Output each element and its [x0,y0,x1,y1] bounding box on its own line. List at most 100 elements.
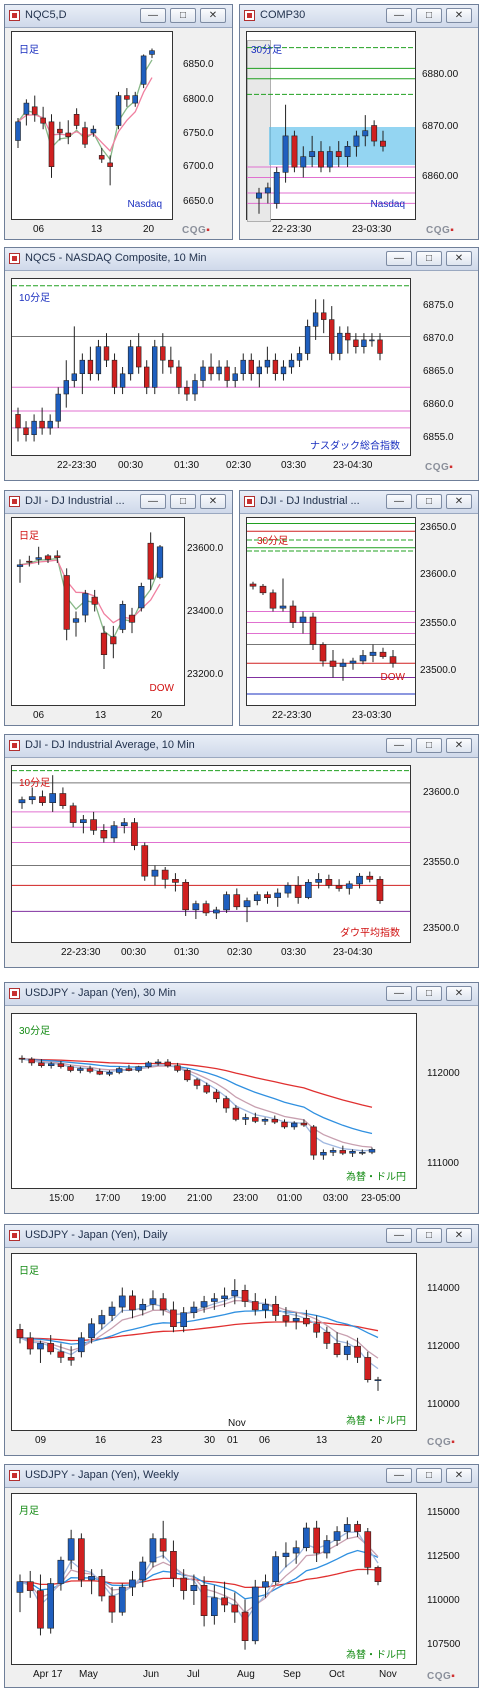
close-button[interactable]: ✕ [446,986,472,1001]
y-tick-label: 6875.0 [423,300,454,311]
candle-body [86,1068,94,1072]
candle-body [82,127,88,145]
minimize-button[interactable]: — [386,494,412,509]
candle-body [231,1604,239,1613]
window-usdjpy-daily[interactable]: USDJPY - Japan (Yen), Daily — □ ✕ 日足 為替・… [4,1224,479,1456]
chart-plot[interactable]: 30分足 Nasdaq [246,31,416,222]
candle-body [374,1379,382,1381]
maximize-button[interactable]: □ [416,986,442,1001]
minimize-button[interactable]: — [140,8,166,23]
close-button[interactable]: ✕ [446,738,472,753]
window-nq-daily[interactable]: NQC5,D — □ ✕ 日足 Nasdaq 6850.0 6800.0 675… [4,4,233,240]
instrument-label: ナスダック総合指数 [310,441,400,452]
x-tick-label: 23-04:30 [333,460,373,471]
candle-body [339,662,347,667]
chart-plot[interactable]: 10分足 ダウ平均指数 [11,765,411,943]
cqg-logo: CQG▪ [182,225,211,236]
candle-body [349,660,357,664]
title-bar[interactable]: USDJPY - Japan (Yen), 30 Min — □ ✕ [5,983,478,1006]
minimize-button[interactable]: — [386,1228,412,1243]
candle-body [312,312,319,327]
candle-body [156,546,164,578]
close-button[interactable]: ✕ [446,251,472,266]
minimize-button[interactable]: — [386,738,412,753]
close-button[interactable]: ✕ [446,1468,472,1483]
title-bar[interactable]: DJI - DJ Industrial ... — □ ✕ [5,491,232,514]
window-usdjpy-30min[interactable]: USDJPY - Japan (Yen), 30 Min — □ ✕ 30分足 … [4,982,479,1214]
window-nq-10min[interactable]: NQC5 - NASDAQ Composite, 10 Min — □ ✕ 10… [4,247,479,481]
y-tick-label: 23550.0 [420,618,457,629]
maximize-button[interactable]: □ [416,738,442,753]
minimize-button[interactable]: — [140,494,166,509]
chart-window-icon [9,496,20,507]
title-bar[interactable]: DJI - DJ Industrial ... — □ ✕ [240,491,478,514]
x-tick-label: Sep [283,1669,301,1680]
window-comp30[interactable]: COMP30 — □ ✕ 30分足 Nasdaq 6880.00 6870.00… [239,4,479,240]
y-axis: 6875.0 6870.0 6865.0 6860.0 6855.0 [415,278,477,456]
window-dji-30min[interactable]: DJI - DJ Industrial ... — □ ✕ 30分足 DOW 2… [239,490,479,726]
y-tick-label: 6750.0 [183,128,214,139]
maximize-button[interactable]: □ [416,8,442,23]
candle-body [289,605,297,623]
chart-plot[interactable]: 10分足 ナスダック総合指数 [11,278,411,456]
y-tick-label: 112500 [427,1551,460,1562]
maximize-button[interactable]: □ [170,494,196,509]
candle-body [192,380,198,395]
candle-body [57,1559,65,1584]
close-button[interactable]: ✕ [446,1228,472,1243]
close-button[interactable]: ✕ [446,8,472,23]
y-tick-label: 112000 [427,1068,460,1079]
candle-body [154,1061,162,1064]
window-dji-daily[interactable]: DJI - DJ Industrial ... — □ ✕ 日足 DOW 236… [4,490,233,726]
maximize-button[interactable]: □ [416,251,442,266]
candle-body [138,586,145,609]
y-tick-label: 23500.0 [423,923,460,934]
title-bar[interactable]: USDJPY - Japan (Yen), Daily — □ ✕ [5,1225,478,1248]
candle-body [232,373,238,381]
x-tick-label: 22-23:30 [57,460,97,471]
minimize-button[interactable]: — [386,8,412,23]
chart-plot[interactable]: 30分足 DOW [246,517,416,706]
maximize-button[interactable]: □ [416,494,442,509]
minimize-button[interactable]: — [386,251,412,266]
title-bar[interactable]: NQC5 - NASDAQ Composite, 10 Min — □ ✕ [5,248,478,271]
chart-plot[interactable]: 日足 DOW [11,517,185,706]
candle-body [107,162,113,167]
close-button[interactable]: ✕ [200,494,226,509]
chart-plot[interactable]: 30分足 為替・ドル円 [11,1013,417,1189]
candle-body [65,132,72,138]
title-bar[interactable]: USDJPY - Japan (Yen), Weekly — □ ✕ [5,1465,478,1488]
minimize-button[interactable]: — [386,1468,412,1483]
title-bar[interactable]: COMP30 — □ ✕ [240,5,478,28]
y-tick-label: 6800.0 [183,94,214,105]
window-usdjpy-weekly[interactable]: USDJPY - Japan (Yen), Weekly — □ ✕ 月足 為替… [4,1464,479,1688]
minimize-button[interactable]: — [386,986,412,1001]
x-tick-label: 03:30 [281,460,307,471]
close-button[interactable]: ✕ [200,8,226,23]
y-tick-label: 23550.0 [423,857,460,868]
maximize-button[interactable]: □ [416,1468,442,1483]
chart-plot[interactable]: 日足 Nasdaq [11,31,173,220]
x-tick-label: 23 [151,1435,163,1446]
chart-plot[interactable]: 日足 為替・ドル円 Nov [11,1253,417,1431]
candle-body [182,882,190,911]
candle-body [111,359,118,388]
candle-body [28,1058,35,1064]
title-bar[interactable]: DJI - DJ Industrial Average, 10 Min — □ … [5,735,478,758]
maximize-button[interactable]: □ [170,8,196,23]
window-title: NQC5,D [25,9,67,21]
close-button[interactable]: ✕ [446,494,472,509]
x-tick-label: Jul [187,1669,200,1680]
x-tick-label: 01:00 [277,1193,303,1204]
candle-body [353,135,360,147]
candle-body [47,1583,54,1629]
candle-body [320,1152,327,1156]
maximize-button[interactable]: □ [416,1228,442,1243]
title-bar[interactable]: NQC5,D — □ ✕ [5,5,232,28]
chart-window-icon [9,1470,20,1481]
candle-body [374,1567,382,1583]
candle-body [110,825,118,839]
candle-body [38,1062,45,1067]
window-dji-10min[interactable]: DJI - DJ Industrial Average, 10 Min — □ … [4,734,479,968]
chart-plot[interactable]: 月足 為替・ドル円 [11,1493,417,1665]
